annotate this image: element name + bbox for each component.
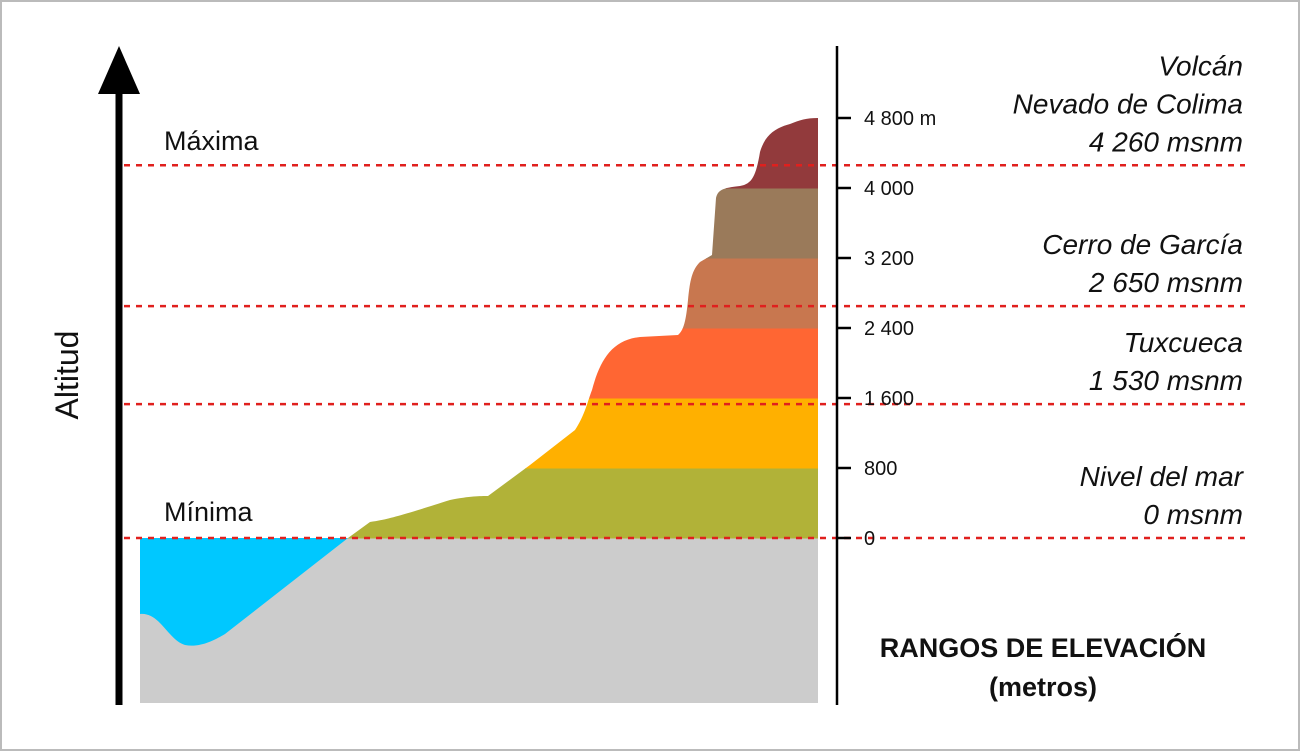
scale-tick-label: 1 600	[864, 388, 914, 410]
legend-title: RANGOS DE ELEVACIÓN	[880, 632, 1207, 663]
reference-label: 1 530 msnm	[1089, 365, 1243, 396]
min-label: Mínima	[164, 497, 253, 527]
elevation-band	[140, 188, 818, 259]
elevation-band	[140, 258, 818, 329]
elevation-band	[140, 328, 818, 399]
legend-subtitle: (metros)	[989, 672, 1097, 702]
arrow-head-icon	[98, 46, 140, 94]
scale-tick-label: 800	[864, 458, 897, 480]
scale-tick-label: 0	[864, 528, 875, 550]
scale-tick-label: 4 000	[864, 178, 914, 200]
reference-label: Nevado de Colima	[1013, 88, 1243, 119]
reference-label: 0 msnm	[1143, 499, 1243, 530]
max-label: Máxima	[164, 126, 259, 156]
scale-tick-label: 2 400	[864, 318, 914, 340]
reference-label: Tuxcueca	[1124, 327, 1243, 358]
scale-tick-label: 3 200	[864, 248, 914, 270]
reference-label: 4 260 msnm	[1089, 126, 1243, 157]
reference-label: Cerro de García	[1042, 229, 1243, 260]
elevation-band	[140, 398, 818, 469]
axis-label: Altitud	[49, 331, 85, 420]
reference-label: Nivel del mar	[1080, 461, 1245, 492]
reference-label: Volcán	[1158, 50, 1243, 81]
scale-tick-label: 4 800 m	[864, 108, 936, 130]
reference-label: 2 650 msnm	[1088, 267, 1243, 298]
